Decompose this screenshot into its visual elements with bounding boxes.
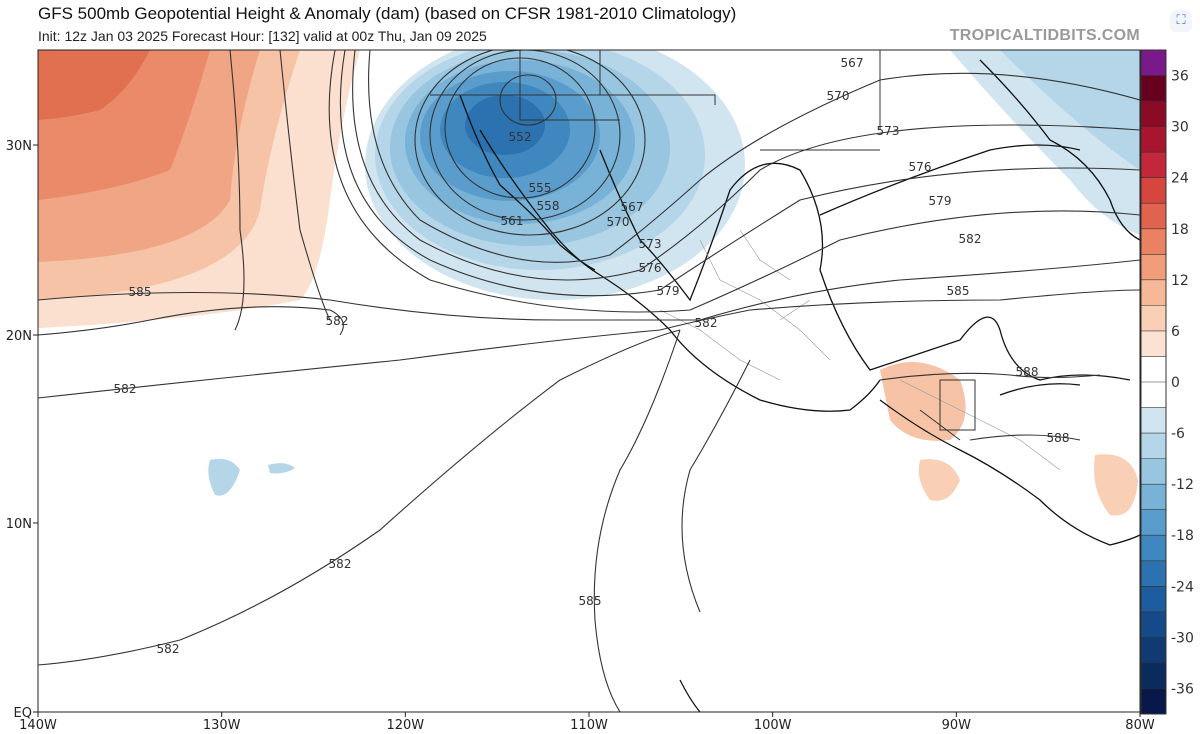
lat-label: 20N	[6, 329, 32, 344]
contour-label: 567	[841, 56, 864, 70]
colorbar-segment	[1141, 50, 1166, 77]
positive-anomaly-region	[38, 50, 1138, 516]
coastlines	[459, 59, 1140, 712]
height-contours	[38, 50, 1140, 712]
contour-label: 585	[947, 284, 970, 298]
colorbar-tick-label: 30	[1171, 120, 1189, 136]
colorbar-tick-label: -12	[1171, 477, 1194, 493]
colorbar-tick-label: -6	[1171, 426, 1185, 442]
brand-watermark: TROPICALTIDBITS.COM	[949, 27, 1140, 44]
lon-label: 130W	[203, 718, 241, 733]
colorbar-tick-label: -24	[1171, 579, 1194, 595]
contour-label: 570	[827, 89, 850, 103]
contour-label: 576	[639, 261, 662, 275]
state-borders	[430, 50, 976, 441]
colorbar-tick-label: 24	[1171, 171, 1189, 187]
negative-anomaly-region	[208, 50, 1140, 496]
colorbar-segment	[1141, 382, 1166, 409]
colorbar-tick-label: 12	[1171, 273, 1189, 289]
lat-label: 10N	[6, 517, 32, 532]
colorbar-segment	[1141, 279, 1166, 306]
contour-label: 573	[639, 237, 662, 251]
colorbar-tick-label: 36	[1171, 69, 1189, 85]
colorbar-segment	[1141, 662, 1166, 689]
map-area: 5525555585615675705735765795825675705735…	[38, 50, 1140, 712]
colorbar-segment	[1141, 509, 1166, 536]
contour-label: 579	[657, 284, 680, 298]
scan-icon[interactable]: ⛶	[1170, 10, 1192, 32]
colorbar: 36 30 24 18 12 6 0 -6 -12 -18 -24 -30 -36	[1140, 49, 1194, 715]
map-title: GFS 500mb Geopotential Height & Anomaly …	[38, 4, 737, 23]
contour-label: 582	[329, 557, 352, 571]
colorbar-segment	[1141, 254, 1166, 281]
contour-label: 588	[1047, 431, 1070, 445]
colorbar-segment	[1141, 688, 1166, 715]
contour-label: 573	[877, 124, 900, 138]
colorbar-segment	[1141, 637, 1166, 664]
lat-label: EQ	[14, 706, 32, 721]
contour-label: 576	[909, 160, 932, 174]
map-axes: 140W 130W 120W 110W 100W 90W 80W EQ 10N 20N 30N	[6, 139, 1155, 733]
colorbar-segment	[1141, 407, 1166, 434]
colorbar-segment	[1141, 203, 1166, 230]
lon-label: 120W	[386, 718, 424, 733]
contour-label: 582	[157, 642, 180, 656]
colorbar-segment	[1141, 484, 1166, 511]
colorbar-tick-label: -36	[1171, 681, 1194, 697]
contour-label: 558	[537, 199, 560, 213]
colorbar-frame	[1140, 49, 1167, 715]
contour-label: 567	[621, 200, 644, 214]
contour-label: 585	[579, 594, 602, 608]
colorbar-segment	[1141, 433, 1166, 460]
contour-label: 579	[929, 194, 952, 208]
colorbar-segment	[1141, 458, 1166, 485]
colorbar-segment	[1141, 101, 1166, 128]
contour-label: 552	[509, 130, 532, 144]
colorbar-tick-label: 6	[1171, 324, 1180, 340]
contour-label: 582	[695, 316, 718, 330]
colorbar-segment	[1141, 535, 1166, 562]
colorbar-segment	[1141, 177, 1166, 204]
colorbar-segment	[1141, 356, 1166, 383]
lon-label: 100W	[754, 718, 792, 733]
contour-label: 570	[607, 215, 630, 229]
contour-label: 585	[129, 285, 152, 299]
lon-label: 140W	[19, 718, 57, 733]
colorbar-segment	[1141, 330, 1166, 357]
contour-label: 555	[529, 181, 552, 195]
lon-label: 110W	[570, 718, 608, 733]
colorbar-segment	[1141, 305, 1166, 332]
colorbar-segment	[1141, 126, 1166, 153]
colorbar-segment	[1141, 75, 1166, 102]
lat-label: 30N	[6, 139, 32, 154]
colorbar-segment	[1141, 611, 1166, 638]
contour-labels: 5525555585615675705735765795825675705735…	[114, 56, 1070, 656]
colorbar-tick-label: 0	[1171, 375, 1180, 391]
map-subtitle: Init: 12z Jan 03 2025 Forecast Hour: [13…	[38, 28, 487, 44]
lon-label: 80W	[1125, 718, 1155, 733]
contour-label: 561	[501, 214, 524, 228]
contour-label: 582	[959, 232, 982, 246]
contour-label: 582	[326, 314, 349, 328]
colorbar-segment	[1141, 152, 1166, 179]
colorbar-tick-label: 18	[1171, 222, 1189, 238]
contour-label: 582	[114, 382, 137, 396]
colorbar-tick-label: -30	[1171, 630, 1194, 646]
contour-label: 588	[1016, 365, 1039, 379]
colorbar-segment	[1141, 228, 1166, 255]
colorbar-tick-label: -18	[1171, 528, 1194, 544]
colorbar-segment	[1141, 586, 1166, 613]
colorbar-segment	[1141, 560, 1166, 587]
lon-label: 90W	[942, 718, 972, 733]
